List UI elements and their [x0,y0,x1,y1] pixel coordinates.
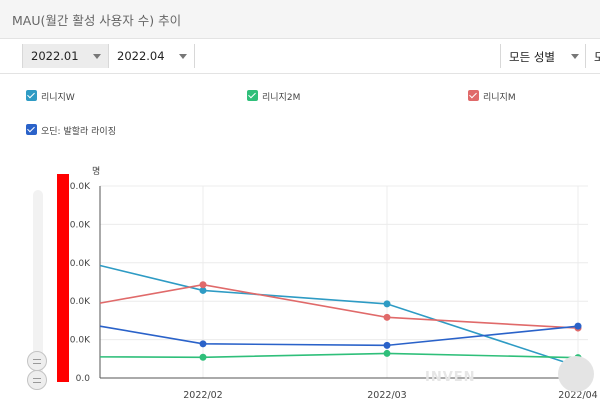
data-point[interactable] [383,300,391,308]
y-axis-unit: 명 [92,167,101,177]
page-title: MAU(월간 활성 사용자 수) 추이 [12,13,182,28]
y-tick-label: 0.0 [76,374,91,384]
chevron-down-icon [571,54,579,59]
data-point[interactable] [199,281,207,289]
x-tick-label: 2022/04 [558,390,597,401]
y-tick-label: 0.0K [70,297,91,307]
range-slider-handle[interactable] [57,174,69,382]
x-tick-label: 2022/02 [183,390,222,401]
series-line [99,264,579,368]
data-point[interactable] [383,341,391,349]
checkbox-checked-icon[interactable] [26,124,37,135]
filter-bar: 2022.01 2022.04 모든 성별 모 [0,39,600,74]
gender-select[interactable]: 모든 성별 [500,44,586,68]
checkbox-checked-icon[interactable] [247,90,258,101]
series-line [99,325,579,347]
legend-label: 리니지2M [262,93,301,103]
chevron-down-icon [93,54,101,59]
range-handle-bottom-grip-icon[interactable] [27,370,47,390]
data-point[interactable] [199,353,207,361]
checkbox-checked-icon[interactable] [26,90,37,101]
y-tick-label: 0.0K [70,259,91,269]
data-point[interactable] [574,322,582,330]
series-line [99,352,579,359]
data-point[interactable] [383,313,391,321]
start-month-value: 2022.01 [31,49,79,63]
watermark-text: INVEN [425,370,476,385]
gender-value: 모든 성별 [509,50,555,64]
end-month-select[interactable]: 2022.04 [109,44,195,68]
y-tick-label: 0.0K [70,182,91,192]
y-tick-label: 0.0K [70,336,91,346]
series-line [99,283,579,329]
range-handle-top-grip-icon[interactable] [27,351,47,371]
chevron-down-icon [179,54,187,59]
extra-value: 모 [594,50,600,64]
checkbox-checked-icon[interactable] [468,90,479,101]
start-month-select[interactable]: 2022.01 [22,44,109,68]
data-point[interactable] [383,349,391,357]
extra-select[interactable]: 모 [586,44,600,68]
end-month-value: 2022.04 [117,49,165,63]
range-slider-track[interactable] [33,190,43,390]
legend-label: 리니지W [41,93,75,103]
x-tick-label: 2022/03 [367,390,406,401]
data-point[interactable] [199,340,207,348]
header-bar: MAU(월간 활성 사용자 수) 추이 [0,0,600,39]
legend-label: 리니지M [483,93,516,103]
data-point[interactable] [199,286,207,294]
y-tick-label: 0.0K [70,220,91,230]
legend-label: 오딘: 발할라 라이징 [41,127,116,137]
watermark-logo [558,356,594,392]
